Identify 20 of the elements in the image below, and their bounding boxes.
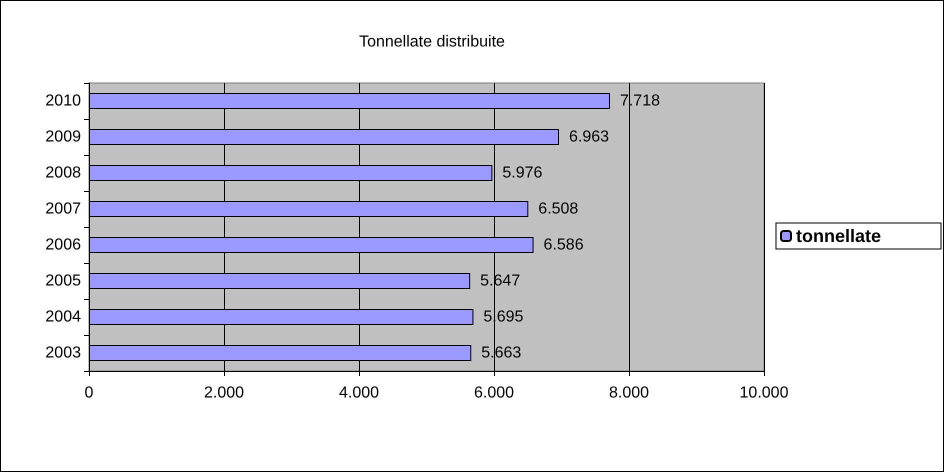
y-tick-label: 2010 [45,92,82,110]
y-tick-label: 2007 [45,200,82,218]
x-tick-label: 6.000 [474,384,514,402]
y-tick-label: 2006 [45,236,82,254]
legend-label: tonnellate [796,226,882,246]
x-tick-label: 0 [84,384,94,402]
x-tick-label: 10.000 [740,384,789,402]
y-tick-label: 2003 [45,344,82,362]
data-label: 6.586 [544,236,584,254]
x-tick-label: 2.000 [204,384,244,402]
data-label: 6.963 [569,128,610,146]
y-tick-label: 2008 [45,164,82,182]
chart-title: Tonnellate distribuite [359,34,506,50]
data-label: 6.508 [538,200,578,218]
y-tick-label: 2004 [45,308,82,326]
x-tick-label: 4.000 [338,384,380,402]
data-label: 5.976 [502,164,543,182]
y-tick-label: 2009 [45,128,82,146]
y-tick-label: 2005 [45,272,82,290]
x-tick-label: 8.000 [608,384,650,402]
